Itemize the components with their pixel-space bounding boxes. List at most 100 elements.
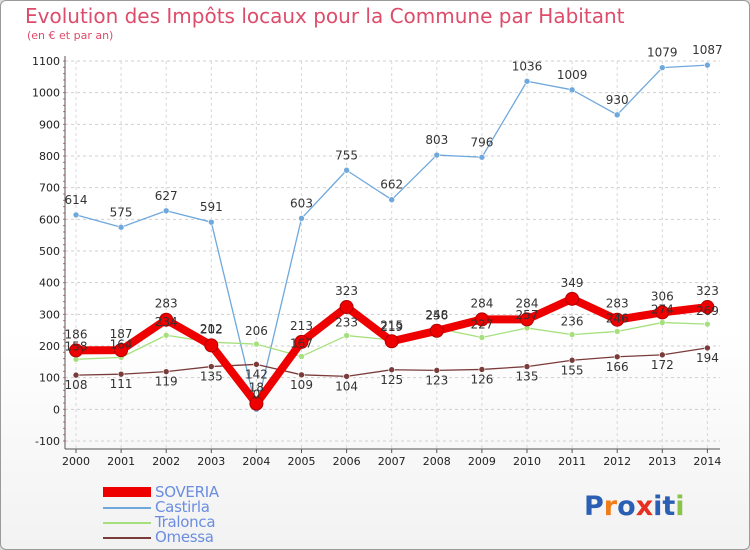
data-label: 930: [606, 93, 629, 107]
data-label: 219: [380, 320, 403, 334]
data-point: [658, 319, 666, 326]
data-point: [429, 323, 444, 338]
y-tick-label: 600: [39, 213, 60, 226]
data-label: 187: [110, 327, 133, 341]
data-point: [478, 366, 486, 373]
logo-letter: i: [653, 491, 663, 522]
data-label: 284: [516, 296, 539, 310]
data-label: 135: [200, 370, 223, 384]
data-point: [658, 351, 666, 359]
data-label: 18: [249, 381, 264, 395]
data-label: 283: [606, 297, 629, 311]
logo-letter: x: [635, 491, 654, 522]
data-label: 603: [290, 196, 313, 210]
logo-letter: P: [584, 491, 604, 522]
data-label: 796: [470, 135, 493, 149]
data-point: [474, 312, 489, 327]
data-point: [72, 211, 80, 219]
data-label: 166: [606, 360, 629, 374]
legend-item: Castirla: [103, 498, 303, 516]
data-label: 234: [155, 315, 178, 329]
x-tick-label: 2007: [378, 455, 406, 468]
data-point: [610, 312, 625, 327]
data-point: [478, 334, 486, 341]
data-point: [613, 111, 621, 119]
data-label: 123: [425, 373, 448, 387]
data-label: 186: [65, 327, 88, 341]
data-point: [658, 64, 666, 71]
legend-label: Castirla: [155, 498, 210, 516]
data-label: 269: [696, 304, 719, 318]
data-point: [704, 320, 711, 328]
data-label: 142: [245, 367, 268, 381]
x-tick-label: 2011: [558, 455, 586, 468]
data-point: [704, 61, 711, 69]
data-point: [298, 371, 305, 379]
data-point: [162, 331, 170, 339]
data-point: [613, 353, 621, 361]
data-label: 323: [696, 284, 719, 298]
data-label: 111: [110, 377, 133, 391]
data-label: 349: [561, 276, 584, 290]
x-tick-label: 2014: [693, 455, 721, 468]
data-label: 202: [200, 322, 223, 336]
data-label: 108: [65, 378, 88, 392]
legend-item: Omessa: [103, 528, 303, 546]
y-tick-label: 300: [39, 308, 60, 321]
data-point: [162, 207, 170, 215]
proxiti-logo: Proxiti: [584, 491, 685, 522]
y-tick-label: 100: [39, 372, 60, 385]
data-label: 126: [470, 372, 493, 386]
data-point: [700, 300, 715, 315]
y-tick-label: 700: [39, 182, 60, 195]
data-label: 167: [290, 336, 313, 350]
data-point: [523, 363, 531, 370]
x-tick-label: 2010: [513, 455, 541, 468]
data-label: 1079: [647, 46, 678, 60]
data-point: [294, 334, 309, 349]
legend-swatch: [103, 537, 151, 539]
data-label: 257: [516, 308, 539, 322]
data-point: [298, 215, 305, 222]
data-point: [253, 361, 260, 368]
y-tick-label: 500: [39, 245, 60, 258]
y-tick-label: 0: [53, 403, 60, 416]
y-tick-label: 400: [39, 277, 60, 290]
data-point: [204, 338, 219, 353]
data-point: [613, 328, 621, 335]
x-tick-label: 2002: [152, 455, 180, 468]
data-point: [433, 151, 441, 159]
data-point: [388, 196, 396, 203]
y-tick-label: -100: [35, 435, 60, 448]
data-point: [162, 368, 170, 375]
data-point: [72, 371, 80, 379]
data-label: 662: [380, 178, 403, 192]
data-point: [478, 153, 486, 161]
logo-letter: i: [675, 491, 685, 522]
data-label: 213: [290, 319, 313, 333]
data-point: [117, 370, 125, 378]
logo-letter: r: [603, 491, 618, 522]
data-point: [69, 343, 83, 358]
legend-label: Omessa: [155, 528, 214, 546]
data-label: 591: [200, 200, 223, 214]
data-label: 0: [253, 387, 261, 401]
data-point: [565, 291, 580, 306]
data-label: 1036: [512, 59, 543, 73]
data-point: [249, 396, 264, 411]
legend-item: SOVERIA: [103, 483, 303, 501]
data-label: 194: [696, 351, 719, 365]
data-point: [568, 331, 576, 338]
legend-label: Tralonca: [155, 513, 216, 531]
x-tick-label: 2012: [603, 455, 631, 468]
x-tick-label: 2008: [423, 455, 451, 468]
data-label: 236: [561, 315, 584, 329]
data-point: [343, 373, 350, 380]
data-label: 104: [335, 379, 358, 393]
data-point: [568, 86, 576, 94]
x-tick-label: 2004: [242, 455, 270, 468]
data-point: [433, 367, 441, 374]
data-label: 755: [335, 148, 358, 162]
